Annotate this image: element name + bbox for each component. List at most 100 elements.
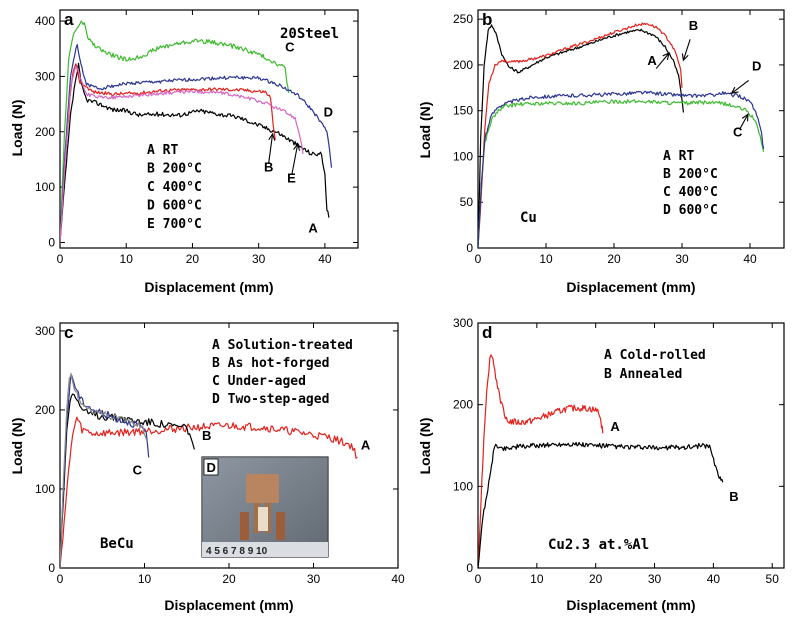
legend-entry: D 600°C [663,203,718,218]
x-tick-label: 0 [475,572,482,586]
specimen-head [246,474,279,503]
x-tick-label: 40 [707,572,721,586]
material-label: BeCu [100,536,134,552]
panel-label: c [64,323,73,342]
annotation-arrowhead [681,53,689,62]
annotation-arrowhead [662,52,670,60]
annotation-arrowhead [741,113,749,122]
curve-annotation: B [689,18,698,33]
y-tick-label: 100 [35,180,55,194]
curve-annotation: D [324,104,333,119]
curve-annotation: A [361,437,371,452]
y-tick-label: 200 [35,403,55,417]
x-axis-label: Displacement (mm) [566,279,695,295]
series-line-A [60,416,358,568]
curve-annotation: A [647,53,657,68]
series-line-E [60,66,304,243]
x-tick-label: 30 [648,572,662,586]
y-axis-label: Load (N) [9,418,25,475]
x-tick-label: 40 [318,252,332,266]
x-tick-label: 50 [766,572,780,586]
series-line-A [478,354,604,568]
series-line-D [478,90,765,248]
x-tick-label: 0 [57,252,64,266]
x-tick-label: 20 [589,572,603,586]
x-axis-label: Displacement (mm) [164,597,293,613]
legend-entry: C Under-aged [212,374,306,389]
y-tick-label: 0 [466,561,473,575]
annotation-arrowhead [293,142,301,151]
x-tick-label: 0 [57,572,64,586]
series-line-A [60,62,330,243]
legend-entry: B 200°C [147,162,202,177]
ruler-strip [202,542,328,557]
material-label: Cu2.3 at.%Al [548,537,649,553]
series-line-D [60,43,333,243]
legend-entry: E 700°C [147,217,202,232]
x-tick-label: 20 [222,572,236,586]
x-axis-label: Displacement (mm) [566,597,695,613]
series-line-C [478,99,765,248]
material-label: Cu [520,210,537,226]
annotation-arrow [739,114,749,130]
legend-entry: B 200°C [663,167,718,182]
x-tick-label: 10 [138,572,152,586]
y-tick-label: 400 [35,14,55,28]
series-line-D [60,372,148,568]
y-tick-label: 100 [453,149,473,163]
x-axis-label: Displacement (mm) [144,279,273,295]
x-tick-label: 10 [539,252,553,266]
specimen-strip-left [240,512,249,540]
annotation-arrow [291,143,299,176]
y-tick-label: 300 [35,324,55,338]
plot-frame [477,322,785,569]
legend-entry: C 400°C [663,185,718,200]
specimen-center [258,507,268,531]
series-line-C [60,374,150,568]
x-tick-label: 30 [675,252,689,266]
x-tick-label: 20 [186,252,200,266]
curve-annotation: B [202,428,211,443]
material-label: 20Steel [280,26,339,42]
y-axis-label: Load (N) [417,418,433,475]
curve-annotation: D [752,58,761,73]
y-tick-label: 50 [460,195,474,209]
series-line-B [478,441,724,568]
y-tick-label: 100 [453,479,473,493]
specimen-photo-inset: D 4 5 6 7 8 9 10 [201,456,329,558]
x-tick-label: 30 [307,572,321,586]
y-axis-label: Load (N) [9,100,25,157]
y-tick-label: 200 [453,58,473,72]
panel-b: 0 10 20 30 40 0 50 100 150 200 250 Displacement (mm… [417,9,785,295]
annotation-arrow [655,52,670,69]
y-tick-label: 150 [453,104,473,118]
y-axis-label: Load (N) [417,102,433,159]
panel-d: 0 10 20 30 40 50 0 100 200 300 Displacement (mm) Lo… [417,316,785,613]
curve-annotation: C [285,40,295,55]
inset-label-box [203,458,219,476]
panel-label: d [482,323,492,342]
curve-annotation: A [610,419,620,434]
x-tick-label: 40 [391,572,405,586]
legend-entry: D 600°C [147,199,202,214]
y-tick-label: 100 [35,482,55,496]
y-tick-label: 300 [453,316,473,330]
x-tick-label: 10 [530,572,544,586]
y-tick-label: 300 [35,69,55,83]
inset-label: D [207,460,216,475]
curve-annotation: B [264,160,273,175]
y-tick-label: 0 [48,235,55,249]
y-tick-label: 200 [453,398,473,412]
y-tick-label: 0 [466,241,473,255]
annotation-arrowhead [268,132,276,141]
curve-annotation: C [733,124,743,139]
annotation-arrow [682,39,691,61]
specimen-grip-left [254,503,260,533]
x-tick-label: 20 [607,252,621,266]
annotation-arrow [731,80,749,94]
specimen-strip-right [276,512,285,540]
curve-annotation: E [287,171,296,186]
panel-label: b [482,10,492,29]
